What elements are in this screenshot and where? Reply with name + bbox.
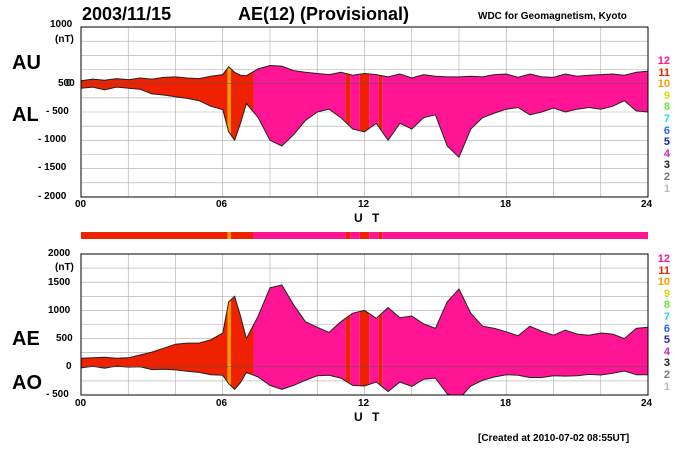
station-bar-segment xyxy=(350,232,360,239)
au-label: AU xyxy=(12,52,41,74)
top-panel-station-segment xyxy=(345,65,351,158)
station-legend-item: 6 xyxy=(663,322,670,335)
station-legend-item: 4 xyxy=(663,147,670,160)
bottom-panel-station-segment xyxy=(227,285,232,395)
bottom-panel-station-segment xyxy=(359,285,370,395)
al-label: AL xyxy=(12,104,39,126)
station-legend-item: 10 xyxy=(657,78,670,91)
station-bar-segment xyxy=(382,232,648,239)
chart-title: AE(12) (Provisional) xyxy=(238,4,410,24)
station-legend-item: 4 xyxy=(663,345,670,358)
top-y-tick: 1000 xyxy=(50,19,73,30)
bottom-x-tick: 18 xyxy=(500,398,512,409)
bottom-y-tick: 0 xyxy=(66,361,72,372)
top-y-tick: - 1000 xyxy=(38,134,67,145)
station-legend-item: 1 xyxy=(663,380,670,393)
top-y-tick: 0 xyxy=(66,78,72,89)
station-legend-item: 7 xyxy=(663,113,670,125)
bottom-panel-station-segment xyxy=(345,285,351,395)
station-bar-segment xyxy=(378,232,383,239)
top-x-tick: 12 xyxy=(358,199,370,210)
top-x-tick: 06 xyxy=(216,199,228,210)
top-x-tick: 18 xyxy=(500,199,512,210)
station-bar-segment xyxy=(231,232,254,239)
station-bar-segment xyxy=(369,232,379,239)
top-unit-label: (nT) xyxy=(55,34,74,45)
bottom-panel-upper-series-line xyxy=(81,284,648,359)
top-panel-station-segment xyxy=(378,65,383,158)
bottom-y-tick: 1500 xyxy=(48,277,71,288)
station-bar-segment xyxy=(345,232,351,239)
station-legend-item: 9 xyxy=(663,287,670,300)
station-legend-item: 5 xyxy=(663,136,670,149)
station-legend-item: 12 xyxy=(657,253,670,265)
top-panel-lower-series-line xyxy=(81,86,648,159)
ao-label: AO xyxy=(12,372,42,394)
station-legend-item: 7 xyxy=(663,311,670,323)
station-legend-item: 10 xyxy=(657,276,670,289)
top-y-tick: - 2000 xyxy=(38,191,67,202)
bottom-unit-label: (nT) xyxy=(55,262,74,273)
bottom-x-tick: 00 xyxy=(75,398,87,409)
top-panel-station-segment xyxy=(227,65,232,158)
bottom-x-axis-label: U T xyxy=(354,410,383,424)
station-legend-item: 8 xyxy=(663,101,670,114)
bottom-x-tick: 24 xyxy=(641,398,653,409)
station-bar-segment xyxy=(227,232,232,239)
bottom-y-tick: 2000 xyxy=(48,248,71,259)
top-y-tick: - 500 xyxy=(46,106,69,117)
bottom-panel-lower-series-line xyxy=(81,365,648,395)
top-panel-station-segment xyxy=(369,65,379,158)
station-legend-item: 2 xyxy=(663,369,670,381)
top-x-axis-label: U T xyxy=(354,211,383,225)
bottom-panel-station-segment xyxy=(369,285,379,395)
station-bar-segment xyxy=(359,232,370,239)
bottom-y-tick: 500 xyxy=(56,333,73,344)
station-legend-item: 6 xyxy=(663,124,670,137)
bottom-x-tick: 12 xyxy=(358,398,370,409)
source-label: WDC for Geomagnetism, Kyoto xyxy=(478,11,627,22)
station-legend-item: 11 xyxy=(658,264,670,277)
bottom-y-tick: 1000 xyxy=(48,305,71,316)
top-y-tick: 500 xyxy=(58,78,75,89)
top-panel-frame xyxy=(80,26,649,198)
station-legend-item: 5 xyxy=(663,334,670,347)
station-legend-item: 8 xyxy=(663,299,670,312)
station-legend-item: 1 xyxy=(663,182,670,195)
station-legend-item: 12 xyxy=(657,55,670,67)
top-x-tick: 00 xyxy=(75,199,87,210)
station-legend-item: 2 xyxy=(663,171,670,183)
station-legend-item: 9 xyxy=(663,89,670,102)
ae-label: AE xyxy=(12,328,40,350)
bottom-panel-station-segment xyxy=(378,285,383,395)
bottom-panel-frame xyxy=(80,253,649,396)
created-timestamp: [Created at 2010-07-02 08:55UT] xyxy=(478,433,630,444)
top-panel-station-segment xyxy=(359,65,370,158)
top-y-tick: - 1500 xyxy=(38,162,67,173)
bottom-x-tick: 06 xyxy=(216,398,228,409)
station-bar-segment xyxy=(253,232,346,239)
date-label: 2003/11/15 xyxy=(82,4,172,24)
station-legend-item: 3 xyxy=(663,357,670,370)
station-bar-segment xyxy=(81,232,228,239)
top-panel-upper-series-line xyxy=(81,64,648,82)
bottom-y-tick: - 500 xyxy=(46,389,69,400)
top-panel-station-segment xyxy=(350,65,360,158)
top-x-tick: 24 xyxy=(641,199,653,210)
bottom-panel-station-segment xyxy=(350,285,360,395)
station-legend-item: 3 xyxy=(663,159,670,172)
station-legend-item: 11 xyxy=(658,66,670,79)
